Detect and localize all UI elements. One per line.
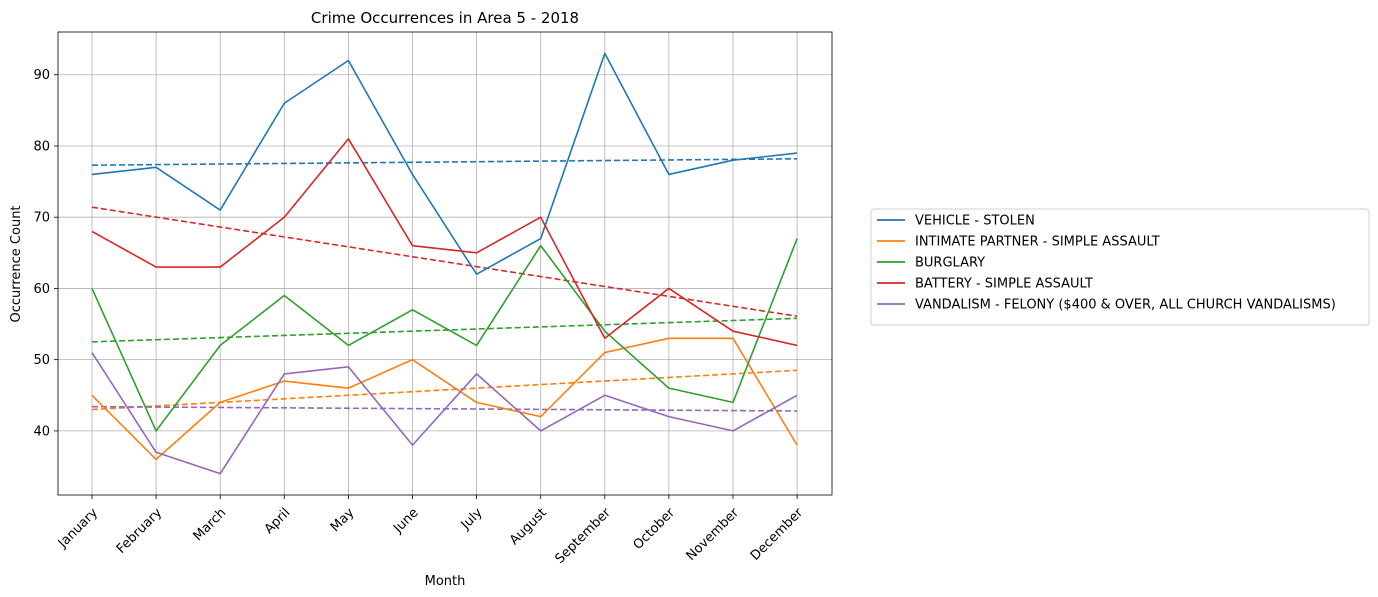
legend-label: INTIMATE PARTNER - SIMPLE ASSAULT (915, 235, 1160, 250)
y-tick-label: 40 (33, 424, 50, 439)
x-tick-label: June (390, 505, 421, 536)
x-tick-label: July (458, 505, 486, 533)
x-tick-label: December (748, 505, 807, 564)
grid-lines (58, 32, 832, 495)
y-tick-label: 90 (33, 68, 50, 83)
legend-box (870, 208, 1370, 326)
chart-title: Crime Occurrences in Area 5 - 2018 (311, 9, 579, 27)
y-tick-label: 80 (33, 139, 50, 154)
x-tick-label: January (55, 505, 101, 551)
x-tick-label: August (507, 505, 550, 548)
trend-line-1 (91, 157, 798, 167)
plot-frame (57, 31, 833, 496)
x-tick-label: February (114, 505, 166, 557)
legend-label: VANDALISM - FELONY ($400 & OVER, ALL CHU… (915, 298, 1336, 313)
x-tick-label: October (631, 505, 679, 553)
series-line-2 (91, 337, 798, 461)
x-tick-label: November (684, 505, 743, 564)
x-tick-label: April (262, 505, 294, 537)
legend-label: VEHICLE - STOLEN (915, 214, 1035, 229)
series-line-5 (91, 352, 798, 475)
x-tick-label: March (191, 505, 230, 544)
axes: January February March April May June July Augu… (33, 31, 833, 567)
legend-label: BATTERY - SIMPLE ASSAULT (915, 277, 1093, 292)
trend-line-3 (91, 317, 798, 343)
x-tick-label: May (328, 505, 358, 535)
legend: VEHICLE - STOLEN INTIMATE PARTNER - SIMPL… (870, 208, 1370, 326)
series-line-3 (91, 238, 798, 432)
trend-lines (91, 157, 798, 412)
y-axis-title: Occurrence Count (9, 205, 24, 322)
x-tick-label: September (552, 505, 614, 567)
trend-line-4 (91, 206, 798, 318)
y-tick-label: 50 (33, 353, 50, 368)
series-lines (91, 52, 798, 475)
series-line-4 (91, 138, 798, 347)
legend-label: BURGLARY (915, 256, 985, 271)
y-tick-label: 70 (33, 211, 50, 226)
trend-line-2 (91, 369, 798, 411)
y-tick-label: 60 (33, 282, 50, 297)
series-line-1 (91, 52, 798, 275)
x-axis-title: Month (425, 574, 466, 589)
